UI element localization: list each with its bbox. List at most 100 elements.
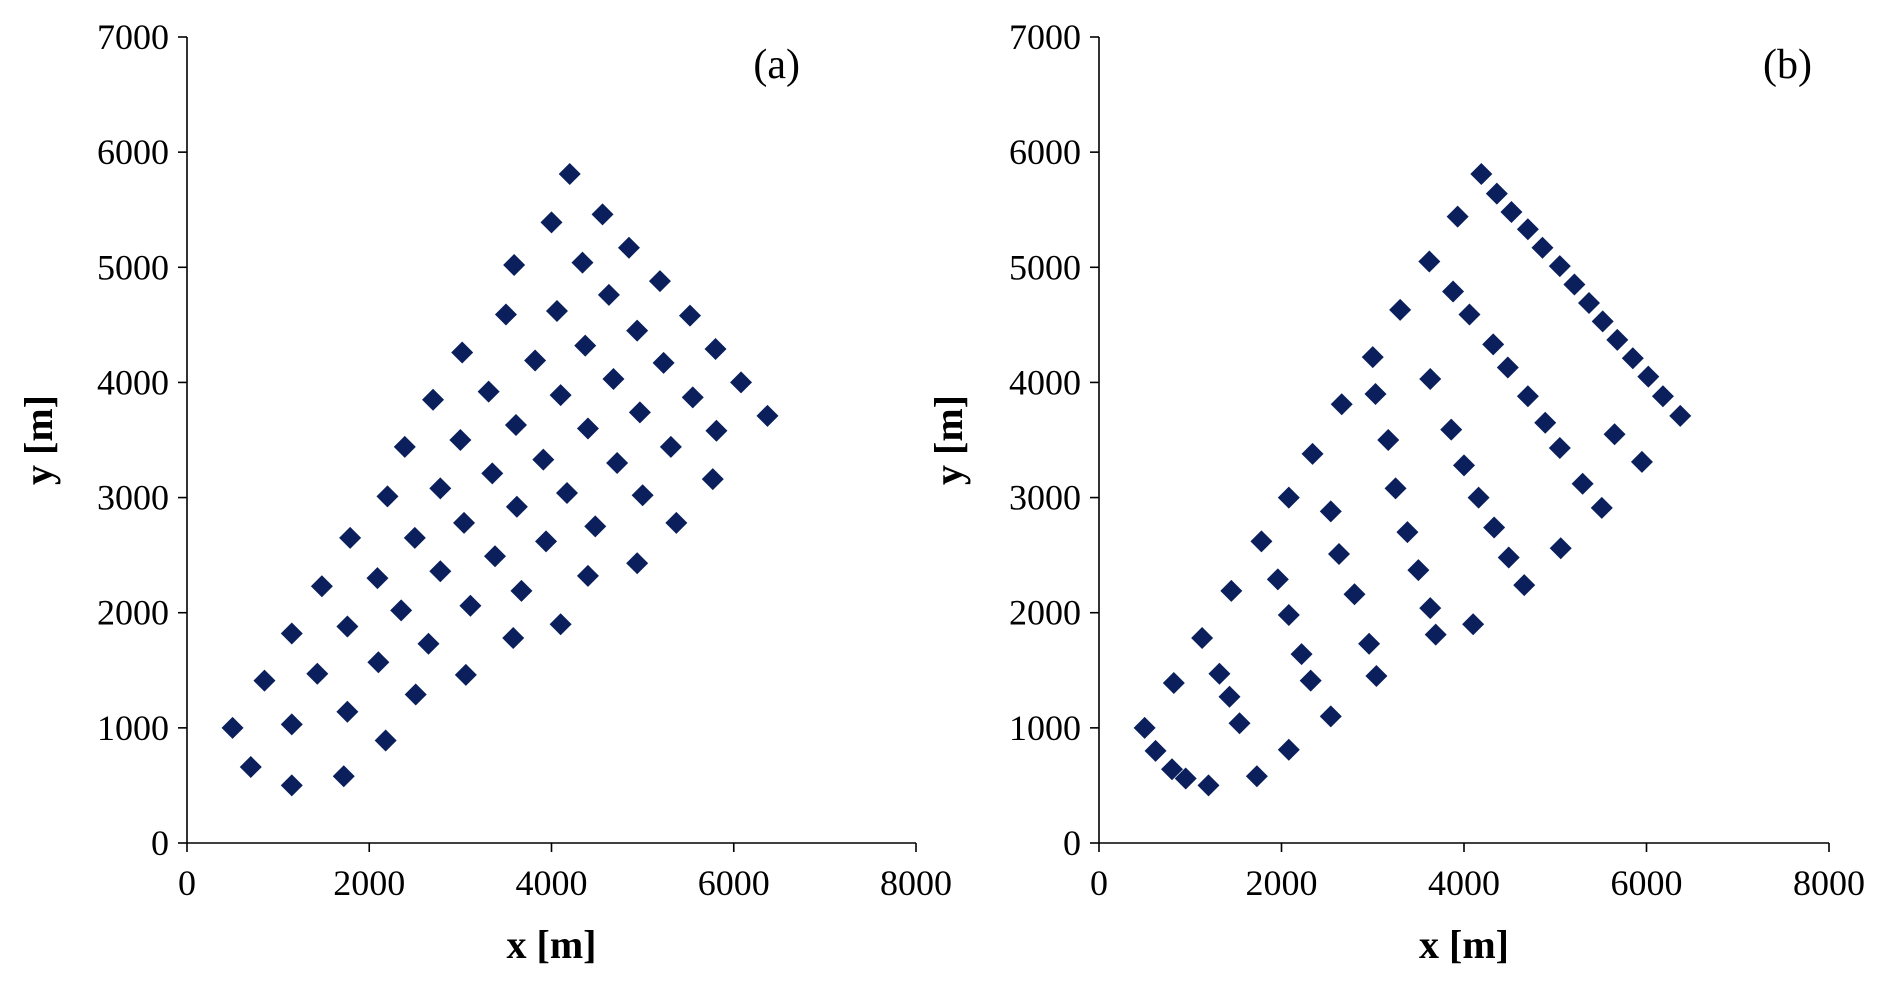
data-point-diamond — [1651, 385, 1674, 408]
data-point-diamond — [1462, 613, 1485, 636]
data-point-diamond — [681, 386, 704, 409]
data-point-diamond — [1549, 537, 1572, 560]
data-point-diamond — [1343, 583, 1366, 606]
data-point-diamond — [705, 419, 728, 442]
data-point-diamond — [558, 163, 581, 186]
data-point-diamond — [659, 435, 682, 458]
data-point-diamond — [1220, 579, 1243, 602]
x-tick-label: 8000 — [1793, 863, 1865, 903]
data-point-diamond — [1516, 218, 1539, 241]
data-point-diamond — [1277, 738, 1300, 761]
data-point-diamond — [306, 662, 329, 685]
data-point-diamond — [339, 526, 362, 549]
data-point-diamond — [602, 367, 625, 390]
data-point-diamond — [1330, 393, 1353, 416]
y-tick-label: 6000 — [1009, 132, 1081, 172]
data-point-diamond — [1191, 627, 1214, 650]
data-point-diamond — [1446, 205, 1469, 228]
data-point-diamond — [1299, 669, 1322, 692]
data-point-diamond — [503, 253, 526, 276]
data-point-diamond — [1389, 298, 1412, 321]
data-point-diamond — [648, 270, 671, 293]
data-point-diamond — [1197, 774, 1220, 797]
data-point-diamond — [617, 236, 640, 259]
data-point-diamond — [429, 477, 452, 500]
data-point-diamond — [1384, 477, 1407, 500]
data-point-diamond — [1496, 356, 1519, 379]
x-tick-label: 0 — [1090, 863, 1108, 903]
data-point-diamond — [1591, 310, 1614, 333]
data-point-diamond — [1563, 273, 1586, 296]
data-point-diamond — [606, 452, 629, 475]
panel-label: (b) — [1763, 42, 1812, 88]
data-point-diamond — [1277, 604, 1300, 627]
data-point-diamond — [1603, 423, 1626, 446]
data-point-diamond — [591, 203, 614, 226]
data-point-diamond — [1571, 472, 1594, 495]
data-point-diamond — [510, 579, 533, 602]
data-point-diamond — [704, 338, 727, 361]
data-point-diamond — [1250, 530, 1273, 553]
data-point-diamond — [451, 341, 474, 364]
data-point-diamond — [1161, 758, 1183, 781]
x-axis-title: x [m] — [507, 922, 597, 967]
data-point-diamond — [393, 435, 416, 458]
data-point-diamond — [1621, 347, 1644, 370]
data-point-diamond — [701, 468, 724, 491]
data-point-diamond — [1418, 250, 1441, 273]
data-point-diamond — [505, 495, 528, 518]
data-point-diamond — [336, 700, 359, 723]
data-point-diamond — [481, 462, 504, 485]
data-point-diamond — [1516, 385, 1539, 408]
data-point-diamond — [429, 560, 452, 583]
data-point-diamond — [1548, 255, 1571, 278]
data-point-diamond — [1319, 500, 1342, 523]
data-point-diamond — [571, 251, 594, 274]
y-tick-label: 0 — [151, 823, 169, 863]
data-point-diamond — [1500, 201, 1523, 224]
data-point-diamond — [730, 371, 753, 394]
data-point-diamond — [1483, 516, 1506, 539]
data-point-diamond — [1442, 280, 1465, 303]
data-point-diamond — [459, 594, 482, 617]
data-point-diamond — [367, 651, 390, 674]
data-point-diamond — [1458, 303, 1481, 326]
data-point-diamond — [376, 485, 399, 508]
y-tick-label: 3000 — [97, 478, 169, 518]
data-point-diamond — [1228, 712, 1251, 735]
data-point-diamond — [540, 211, 563, 234]
data-point-diamond — [652, 351, 675, 374]
x-tick-label: 4000 — [516, 863, 588, 903]
data-point-diamond — [1361, 346, 1384, 369]
data-point-diamond — [1578, 291, 1601, 314]
chart-panel-a: 0 1000 2000 3000 4000 5000 6000 7000 0 2000 4000 60… — [16, 17, 952, 967]
data-point-diamond — [584, 515, 607, 538]
data-point-diamond — [1419, 367, 1442, 390]
data-point-diamond — [1424, 623, 1447, 646]
data-point-diamond — [535, 530, 558, 553]
data-point-diamond — [221, 716, 244, 739]
data-point-diamond — [1301, 442, 1324, 465]
data-point-diamond — [1162, 671, 1185, 694]
y-tick-label: 7000 — [1009, 17, 1081, 57]
data-point-diamond — [494, 303, 517, 326]
y-tick-label: 7000 — [97, 17, 169, 57]
y-tick-label: 6000 — [97, 132, 169, 172]
chart-panel-b: 0 1000 2000 3000 4000 5000 6000 7000 0 2000 4000 60… — [926, 17, 1865, 967]
x-tick-label: 0 — [178, 863, 196, 903]
data-point-diamond — [1377, 429, 1400, 451]
y-tick-label: 5000 — [97, 247, 169, 287]
data-point-diamond — [1630, 450, 1653, 473]
x-axis-title: x [m] — [1419, 922, 1509, 967]
data-point-diamond — [576, 564, 599, 587]
data-point-diamond — [1245, 765, 1268, 788]
data-point-diamond — [1365, 665, 1388, 688]
x-tick-label: 6000 — [1611, 863, 1683, 903]
data-point-diamond — [628, 401, 651, 424]
x-tick-label: 4000 — [1428, 863, 1500, 903]
data-point-diamond — [1548, 437, 1571, 460]
y-tick-label: 2000 — [97, 593, 169, 633]
data-point-diamond — [1534, 411, 1557, 434]
data-point-diamond — [1470, 163, 1493, 186]
